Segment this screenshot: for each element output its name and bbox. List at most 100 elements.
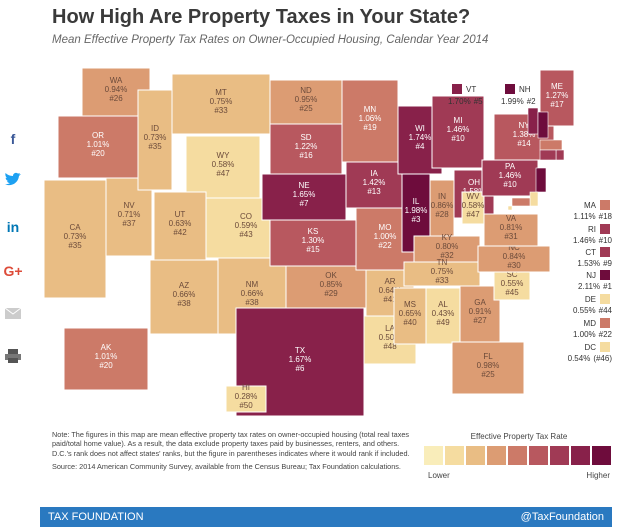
state-rank: #13 (367, 187, 381, 196)
state-shape (425, 287, 461, 345)
state-shape (527, 107, 539, 135)
google-plus-icon[interactable]: G+ (3, 263, 23, 279)
state-rank: #38 (177, 299, 191, 308)
state-rank: #30 (507, 261, 521, 270)
state-key (600, 318, 610, 328)
swatch (487, 446, 506, 465)
state-abbr: NE (298, 181, 309, 190)
state-abbr: CT (585, 248, 596, 257)
state-rank: #43 (239, 230, 253, 239)
state-rank: #38 (245, 298, 259, 307)
source: Source: 2014 American Community Survey, … (52, 462, 401, 472)
state-rank: #50 (239, 401, 253, 410)
state-rate: 1.27% (546, 91, 569, 100)
legend-high: Higher (586, 471, 610, 480)
state-rate: 0.55% (501, 279, 524, 288)
state-shape (539, 139, 563, 151)
state-rate: 0.58% (462, 201, 485, 210)
state-abbr: LA (385, 324, 395, 333)
state-shape (429, 179, 455, 237)
state-abbr: AR (384, 277, 395, 286)
print-icon[interactable] (0, 348, 26, 370)
state-rate: 0.98% (477, 361, 500, 370)
state-shape (341, 79, 399, 163)
state-rate: 1.70% (448, 97, 471, 106)
state-value: 1.99% #2 (501, 97, 536, 106)
state-rank: #26 (109, 94, 123, 103)
state-rank: #3 (412, 215, 421, 224)
state-rank: (#46) (593, 354, 612, 363)
state-rank: #16 (299, 151, 313, 160)
state-abbr: WI (415, 124, 425, 133)
state-rank: #44 (599, 306, 613, 315)
state-rank: #33 (435, 276, 449, 285)
state-abbr: GA (474, 298, 486, 307)
swatch (571, 446, 590, 465)
state-abbr: NH (519, 85, 531, 94)
state-rate: 1.98% (405, 206, 428, 215)
email-glyph (4, 307, 22, 319)
state-rank: #25 (481, 370, 495, 379)
state-rate: 1.30% (302, 236, 325, 245)
state-rate: 1.46% (499, 171, 522, 180)
state-abbr: OR (92, 131, 104, 140)
state-abbr: AL (438, 300, 448, 309)
state-abbr: MT (215, 88, 227, 97)
print-glyph (5, 349, 21, 363)
state-abbr: WA (110, 76, 123, 85)
state-abbr: OH (468, 178, 480, 187)
state-rate: 1.06% (359, 114, 382, 123)
state-rank: #31 (504, 232, 518, 241)
state-abbr: CA (69, 223, 81, 232)
state-shape (403, 261, 481, 287)
state-rate: 0.75% (210, 97, 233, 106)
state-rate: 0.50% (379, 333, 402, 342)
swatch (445, 446, 464, 465)
state-rank: #10 (451, 134, 465, 143)
state-rate: 0.86% (431, 201, 454, 210)
state-shape (269, 219, 357, 267)
state-rank: #22 (599, 330, 613, 339)
state-shape (539, 149, 557, 161)
twitter-icon[interactable] (0, 172, 26, 194)
state-rate: 1.46% (573, 236, 596, 245)
state-rank: #40 (403, 318, 417, 327)
state-rate: 0.63% (169, 219, 192, 228)
state-abbr: NM (246, 280, 259, 289)
email-icon[interactable] (0, 304, 26, 326)
facebook-icon[interactable]: f (10, 131, 16, 147)
state-shape (57, 115, 139, 179)
state-shape (269, 79, 343, 125)
state-rank: #1 (603, 282, 612, 291)
state-rank: #4 (416, 142, 425, 151)
state-key (505, 84, 515, 94)
state-shape (507, 205, 513, 211)
state-rank: #18 (599, 212, 613, 221)
state-shape (477, 245, 551, 273)
state-rate: 1.01% (87, 140, 110, 149)
state-shape (285, 265, 377, 309)
state-shape (137, 89, 173, 191)
state-shape (105, 177, 153, 257)
footer: TAX FOUNDATION @TaxFoundation (40, 507, 612, 527)
state-rate: 0.85% (320, 280, 343, 289)
state-rank: #19 (363, 123, 377, 132)
state-rate: 0.65% (399, 309, 422, 318)
state-rate: 0.91% (469, 307, 492, 316)
state-value: 1.46% #10 (573, 236, 613, 245)
state-shape (149, 259, 219, 335)
state-rank: #7 (300, 199, 309, 208)
state-rate: 1.42% (363, 178, 386, 187)
state-abbr: OK (325, 271, 337, 280)
state-rank: #47 (466, 210, 480, 219)
state-rank: #33 (214, 106, 228, 115)
state-rank: #29 (324, 289, 338, 298)
share-bar: f in G+ (0, 128, 26, 392)
state-key (600, 294, 610, 304)
state-abbr: WV (467, 192, 481, 201)
state-rank: #6 (296, 364, 305, 373)
linkedin-icon[interactable]: in (6, 219, 20, 235)
state-rate: 0.55% (573, 306, 596, 315)
state-rank: #22 (378, 241, 392, 250)
